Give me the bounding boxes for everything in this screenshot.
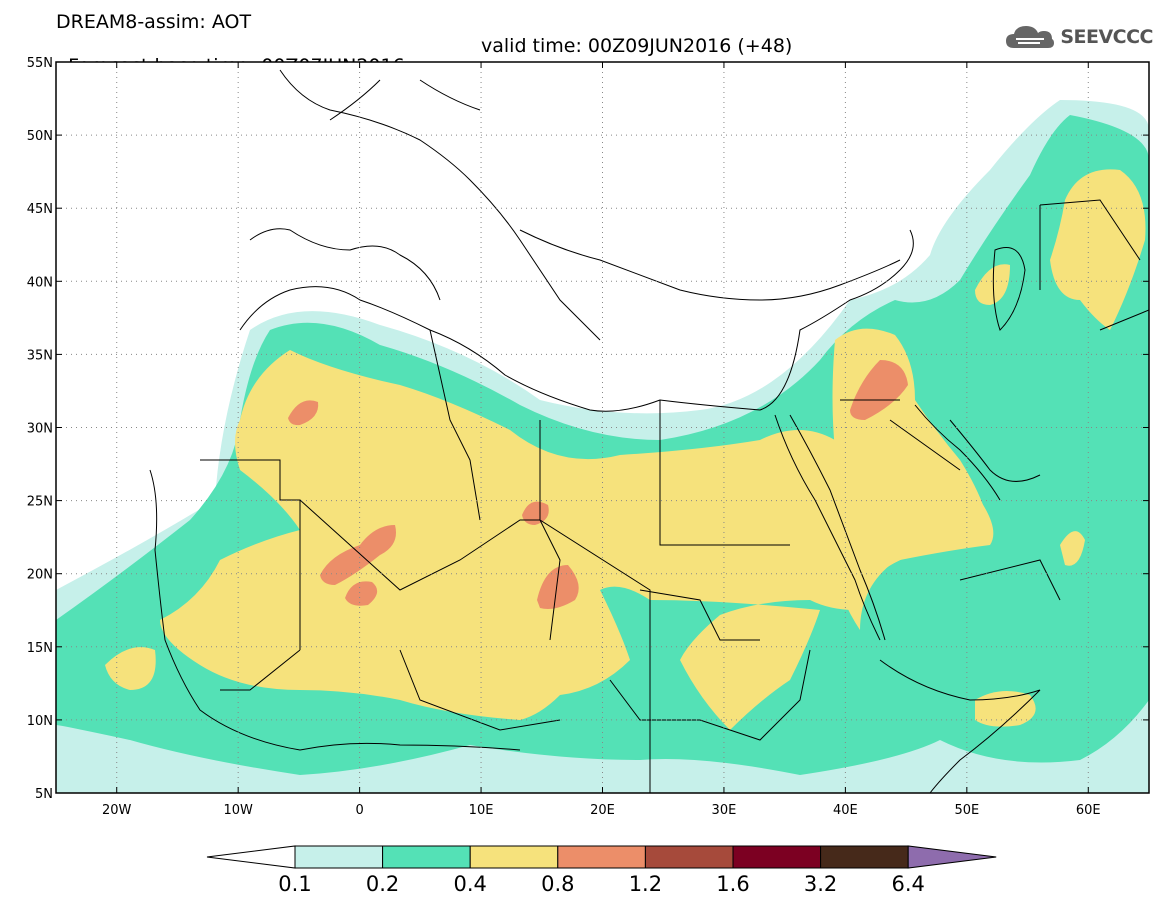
colorbar-label: 1.6 — [716, 872, 749, 896]
lat-label: 55N — [27, 56, 53, 71]
colorbar: 0.1 0.2 0.4 0.8 1.2 1.6 3.2 6.4 — [206, 845, 997, 896]
aot-field-0.4-horn — [975, 691, 1036, 727]
grid-lines — [56, 62, 1149, 793]
aot-field-0.8-mali — [345, 581, 378, 606]
colorbar-swatch — [557, 845, 646, 869]
lon-label: 40E — [833, 803, 858, 818]
lat-label: 20N — [27, 568, 53, 583]
latitude-axis: 55N 50N 45N 40N 35N 30N 25N 20N 15N 10N 5N — [27, 56, 1149, 802]
aot-field-0.8-algeria — [320, 525, 396, 585]
lon-label: 30E — [712, 803, 737, 818]
lat-label: 25N — [27, 495, 53, 510]
colorbar-label: 0.8 — [541, 872, 574, 896]
colorbar-swatch — [732, 845, 822, 869]
lon-label: 0 — [355, 803, 363, 818]
lat-label: 5N — [35, 787, 53, 802]
aot-field-0.4-oman — [1060, 531, 1085, 566]
colorbar-swatch — [294, 845, 384, 869]
colorbar-label: 0.1 — [278, 872, 311, 896]
coastlines — [149, 69, 1149, 793]
lat-label: 10N — [27, 714, 53, 729]
lon-label: 20E — [590, 803, 615, 818]
lon-label: 10W — [223, 803, 253, 818]
lon-label: 50E — [954, 803, 979, 818]
colorbar-swatch — [469, 845, 559, 869]
colorbar-label: 3.2 — [804, 872, 837, 896]
aot-field-0.4-aral — [975, 264, 1010, 305]
lon-label: 60E — [1076, 803, 1101, 818]
seevccc-logo: SEEVCCC — [1004, 22, 1153, 52]
longitude-axis: 20W 10W 0 10E 20E 30E 40E 50E 60E — [102, 62, 1101, 818]
aot-field-0.8-morocco — [288, 400, 319, 426]
lat-label: 45N — [27, 202, 53, 217]
cloud-icon — [1006, 26, 1055, 48]
colorbar-label: 1.2 — [629, 872, 662, 896]
lat-label: 35N — [27, 348, 53, 363]
lat-label: 30N — [27, 422, 53, 437]
aot-field-0.4-sahara — [160, 350, 994, 730]
colorbar-swatch — [382, 845, 471, 869]
logo-text: SEEVCCC — [1060, 26, 1153, 48]
aot-field-0.8-libya — [522, 501, 549, 525]
colorbar-label: 6.4 — [891, 872, 924, 896]
lon-label: 20W — [102, 803, 132, 818]
colorbar-label: 0.2 — [366, 872, 399, 896]
lat-label: 40N — [27, 275, 53, 290]
aot-field-0.4-caspian — [1050, 169, 1146, 330]
colorbar-swatch — [820, 845, 909, 869]
colorbar-label: 0.4 — [453, 872, 486, 896]
valid-time: valid time: 00Z09JUN2016 (+48) — [481, 35, 793, 57]
aot-field-0.8-chad — [537, 565, 579, 609]
aot-field-0.8-iraq — [850, 360, 908, 420]
chart-title: DREAM8-assim: AOT — [56, 11, 252, 33]
lat-label: 15N — [27, 641, 53, 656]
colorbar-low-arrow — [206, 845, 296, 869]
lon-label: 10E — [469, 803, 494, 818]
aot-field-0.4-westafrica — [105, 647, 156, 690]
lat-label: 50N — [27, 129, 53, 144]
colorbar-high-arrow — [907, 845, 997, 869]
colorbar-swatch — [644, 845, 734, 869]
